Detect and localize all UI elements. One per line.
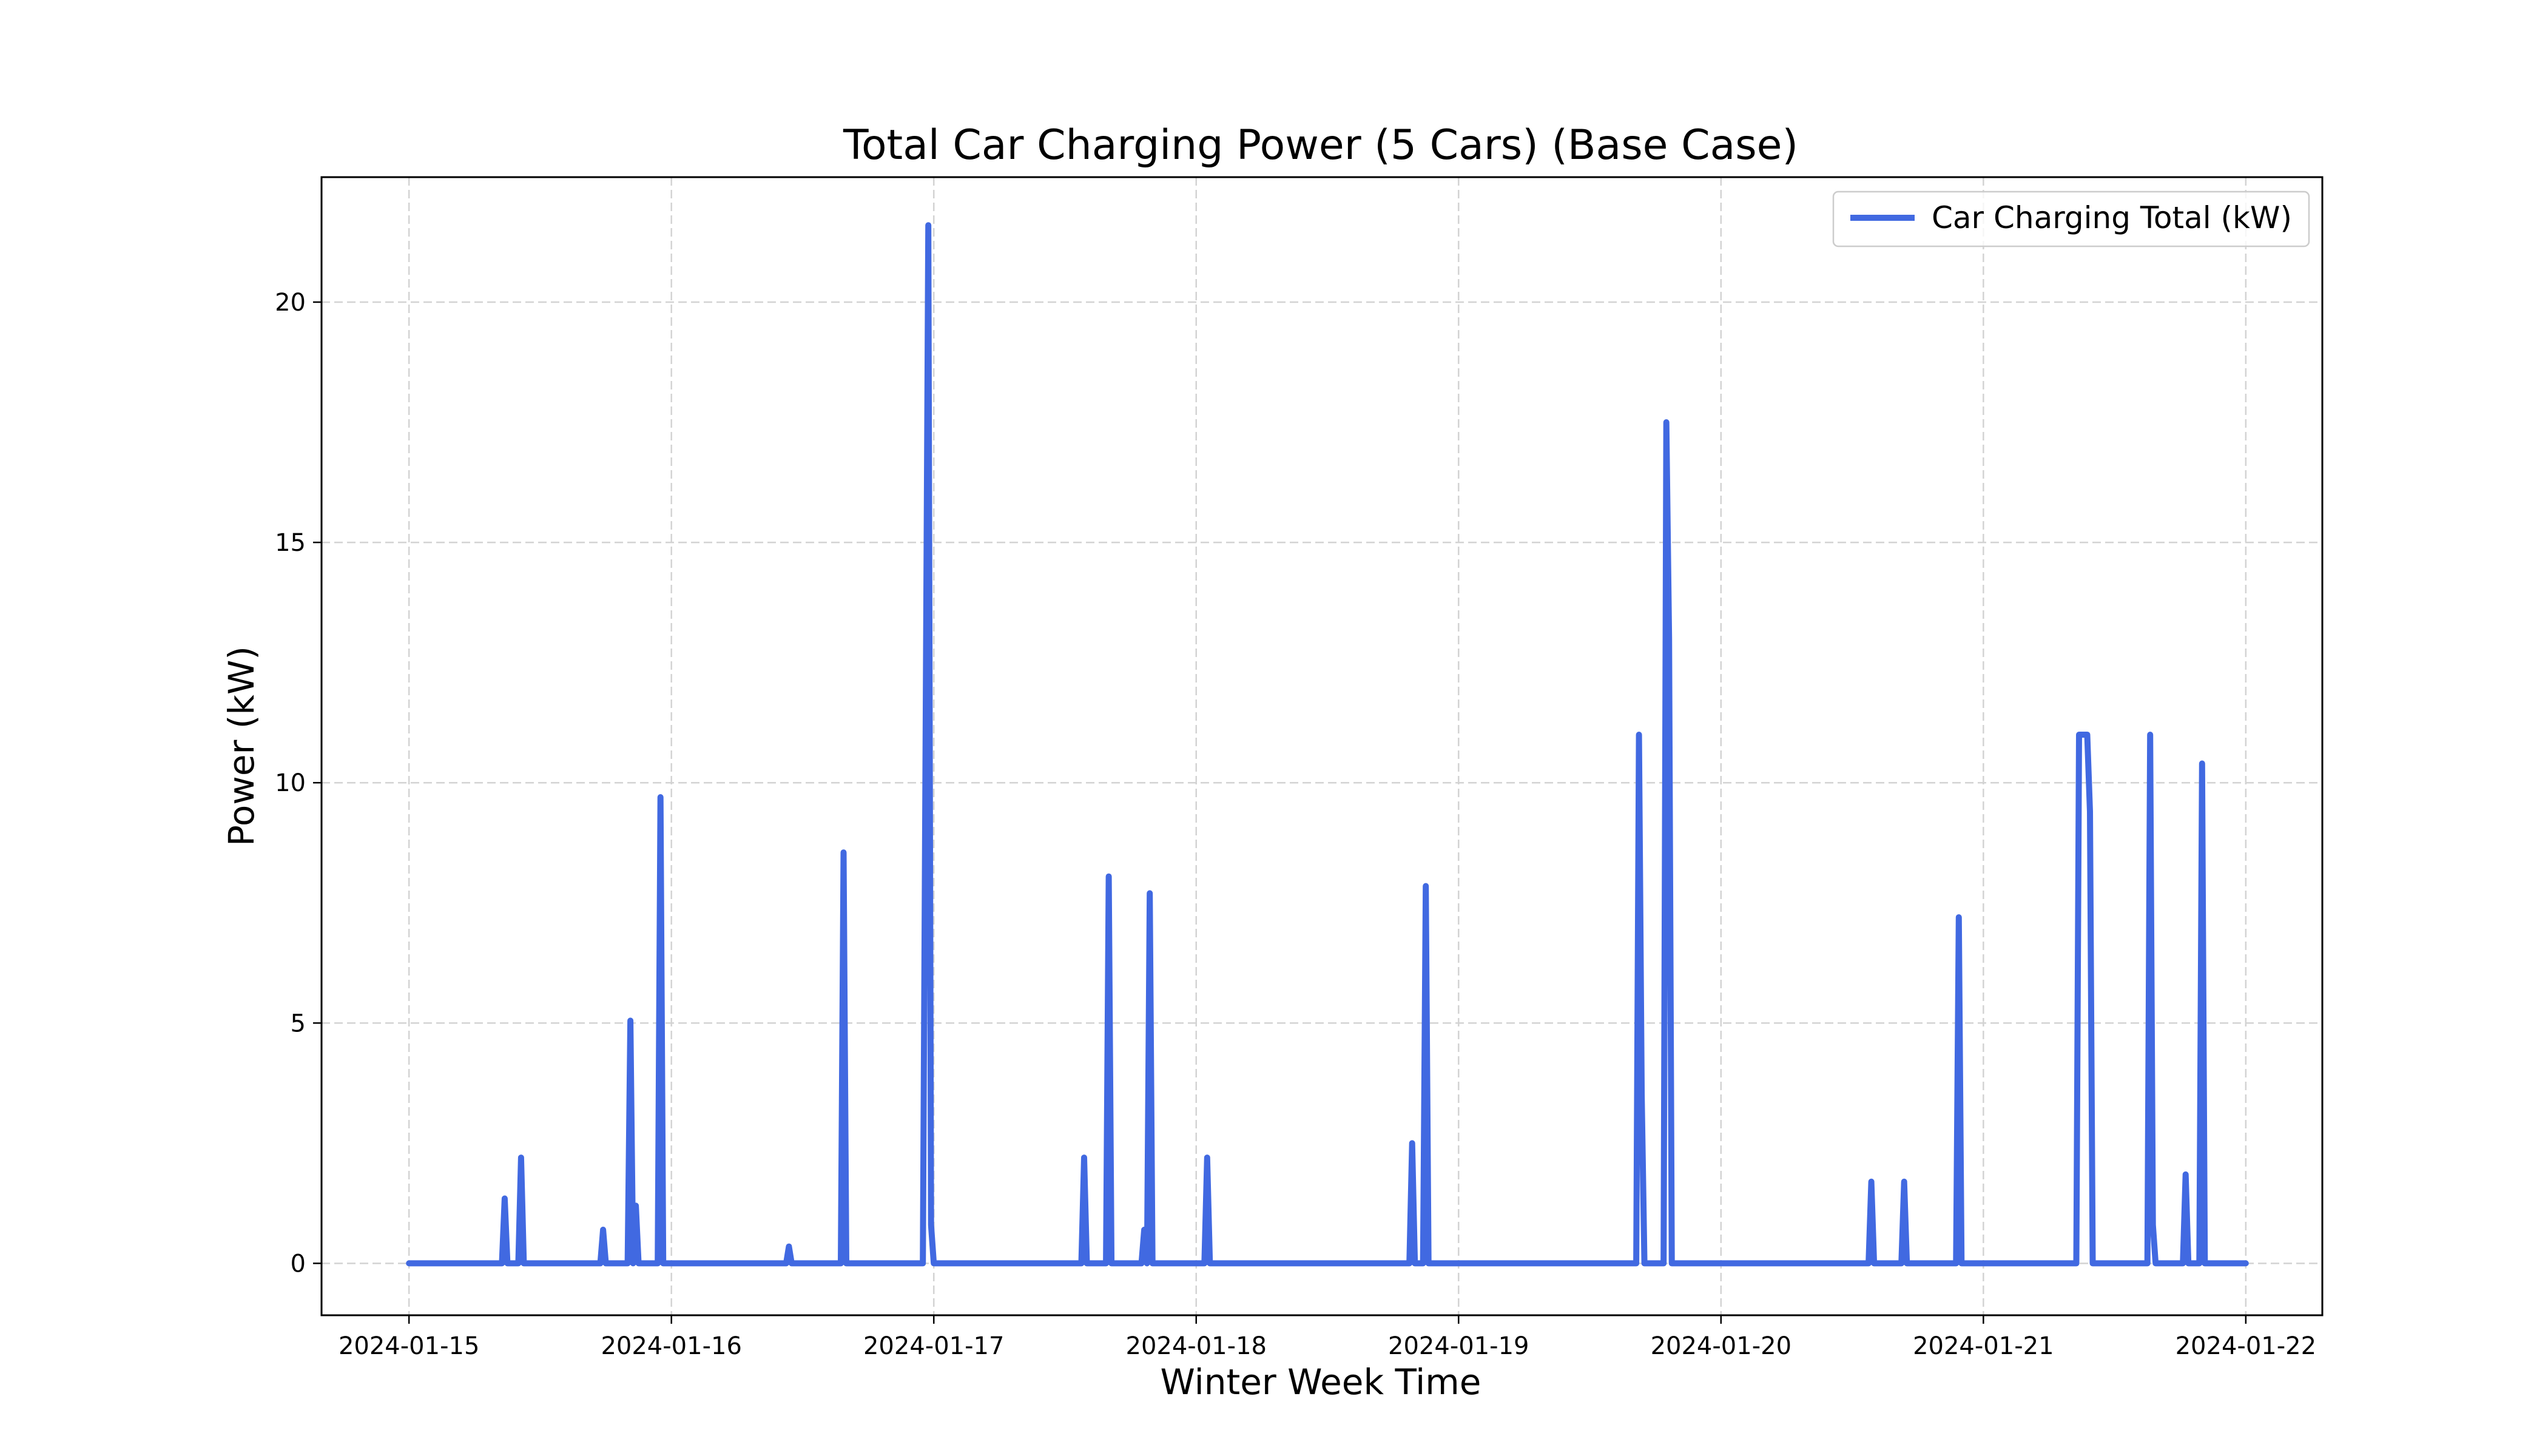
x-tick-label: 2024-01-21 xyxy=(1913,1332,2054,1360)
y-tick-label: 5 xyxy=(291,1009,306,1037)
y-tick-label: 20 xyxy=(275,289,306,317)
chart-title: Total Car Charging Power (5 Cars) (Base … xyxy=(843,121,1798,169)
y-axis-label: Power (kW) xyxy=(221,646,262,846)
plot-frame xyxy=(320,176,2324,1316)
gridlines xyxy=(322,177,2322,1315)
y-tick-label: 10 xyxy=(275,769,306,797)
x-tick-label: 2024-01-20 xyxy=(1651,1332,1791,1360)
x-tick-label: 2024-01-17 xyxy=(863,1332,1004,1360)
x-tick-label: 2024-01-18 xyxy=(1126,1332,1267,1360)
x-tick-label: 2024-01-15 xyxy=(339,1332,479,1360)
y-tick-label: 0 xyxy=(291,1250,306,1278)
x-tick-label: 2024-01-22 xyxy=(2176,1332,2316,1360)
legend-label-car-charging-total: Car Charging Total (kW) xyxy=(1932,200,2292,235)
legend-box xyxy=(1832,190,2310,248)
y-tick-label: 15 xyxy=(275,529,306,557)
x-axis-label: Winter Week Time xyxy=(1161,1361,1481,1403)
axis-ticks: 2024-01-15 2024-01-16 2024-01-17 2024-01-18… xyxy=(275,289,2316,1360)
legend: Car Charging Total (kW) xyxy=(1832,190,2310,248)
x-tick-label: 2024-01-16 xyxy=(601,1332,741,1360)
x-tick-label: 2024-01-19 xyxy=(1388,1332,1529,1360)
series-line-car-charging-total xyxy=(406,222,2249,1267)
